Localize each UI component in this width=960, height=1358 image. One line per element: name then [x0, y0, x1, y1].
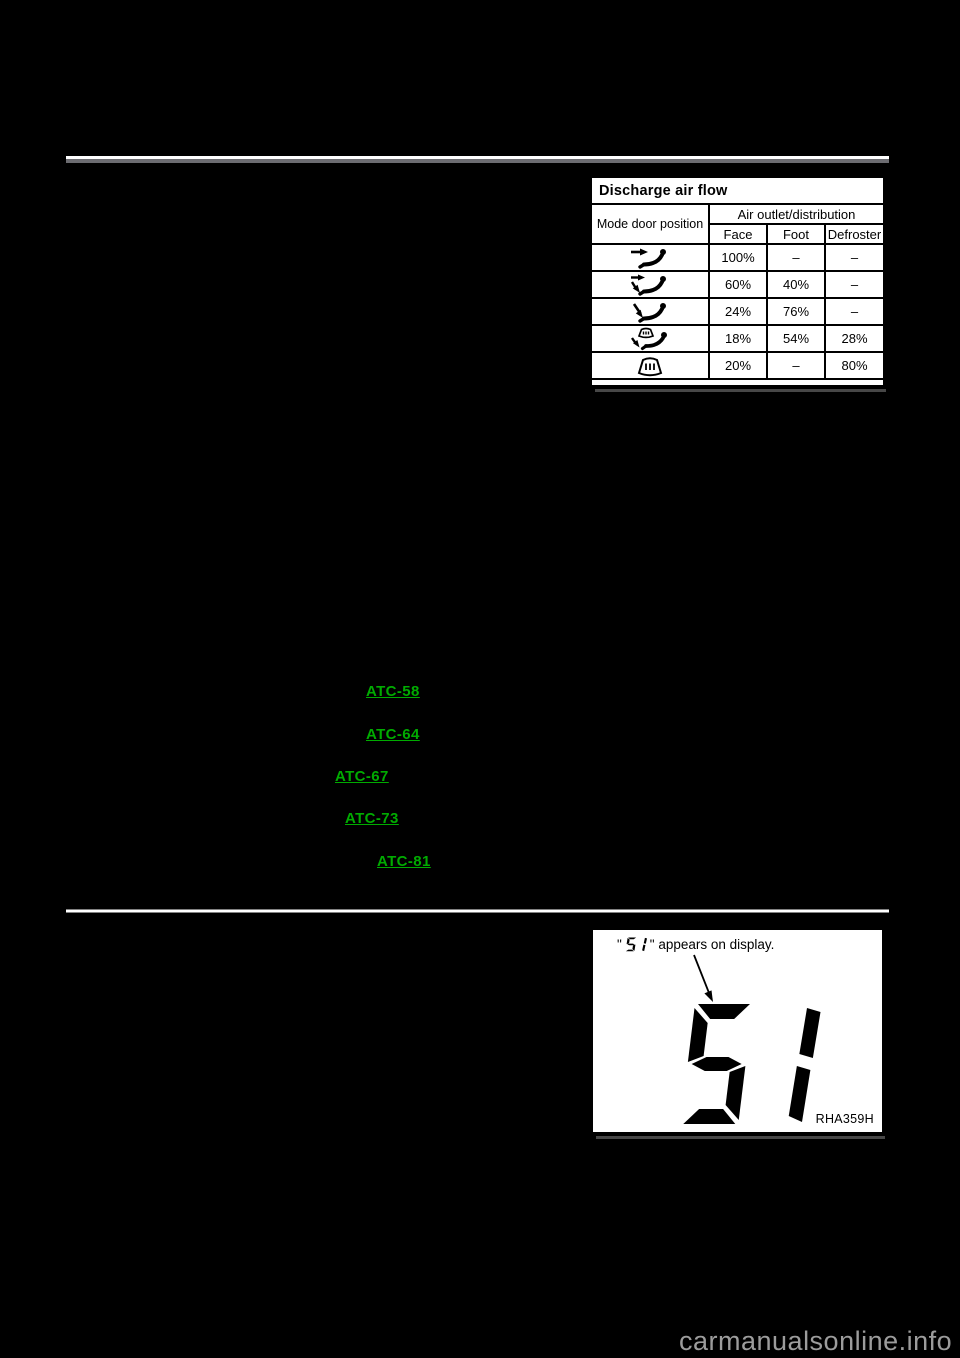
- cell-foot: –: [766, 243, 826, 272]
- section-divider-middle: [66, 909, 889, 913]
- caption-text: " appears on display.: [649, 937, 775, 952]
- cell-face: 18%: [708, 324, 768, 353]
- cell-defroster: –: [824, 243, 884, 272]
- cell-defroster: 28%: [824, 324, 884, 353]
- cell-face: 20%: [708, 351, 768, 379]
- table-row-foot: 24% 76% –: [591, 297, 884, 326]
- link-atc-67[interactable]: ATC-67: [335, 768, 389, 785]
- cell-face: 100%: [708, 243, 768, 272]
- cell-defroster: –: [824, 270, 884, 299]
- cell-foot: 40%: [766, 270, 826, 299]
- cell-defroster: 80%: [824, 351, 884, 379]
- link-atc-64[interactable]: ATC-64: [366, 726, 420, 743]
- section-divider-top: [66, 156, 889, 163]
- cell-defroster: –: [824, 297, 884, 326]
- cell-face: 60%: [708, 270, 768, 299]
- discharge-table-title: Discharge air flow: [592, 178, 883, 205]
- table-row-defrost: 20% – 80%: [591, 351, 884, 379]
- table-row-bilevel: 60% 40% –: [591, 270, 884, 299]
- vent-face-icon: [631, 248, 666, 269]
- mode-door-position-header: Mode door position: [591, 204, 710, 245]
- display-caption: " " appears on display.: [617, 937, 774, 952]
- seven-segment-display-51: [680, 1004, 821, 1124]
- link-atc-58[interactable]: ATC-58: [366, 683, 420, 700]
- pointer-arrow-icon: [693, 954, 713, 1002]
- cell-foot: 54%: [766, 324, 826, 353]
- cell-foot: 76%: [766, 297, 826, 326]
- caption-open-quote: ": [617, 937, 622, 952]
- defrost-icon: [637, 356, 663, 376]
- foot-icon: [632, 302, 666, 323]
- watermark-text: carmanualsonline.info: [679, 1326, 953, 1356]
- figure-code-label: RHA359H: [815, 1112, 874, 1126]
- air-outlet-distribution-header: Air outlet/distribution: [708, 204, 884, 225]
- table-row-vent: 100% – –: [591, 243, 884, 272]
- discharge-air-flow-figure: Discharge air flow Mode door position Ai…: [590, 176, 886, 397]
- col-header-foot: Foot: [766, 223, 826, 245]
- self-diagnosis-display-figure: " " appears on display. 51 RHA359H: [590, 927, 885, 1139]
- bi-level-icon: [630, 274, 666, 296]
- figure-code-label: RJIA0492E: [809, 383, 875, 397]
- link-atc-81[interactable]: ATC-81: [377, 853, 431, 870]
- discharge-table-grid: Mode door position Air outlet/distributi…: [591, 204, 884, 380]
- foot-defrost-icon: [631, 327, 667, 350]
- cell-foot: –: [766, 351, 826, 379]
- col-header-face: Face: [708, 223, 768, 245]
- table-row-foot-defrost: 18% 54% 28%: [591, 324, 884, 353]
- cell-face: 24%: [708, 297, 768, 326]
- col-header-defroster: Defroster: [824, 223, 884, 245]
- link-atc-73[interactable]: ATC-73: [345, 810, 399, 827]
